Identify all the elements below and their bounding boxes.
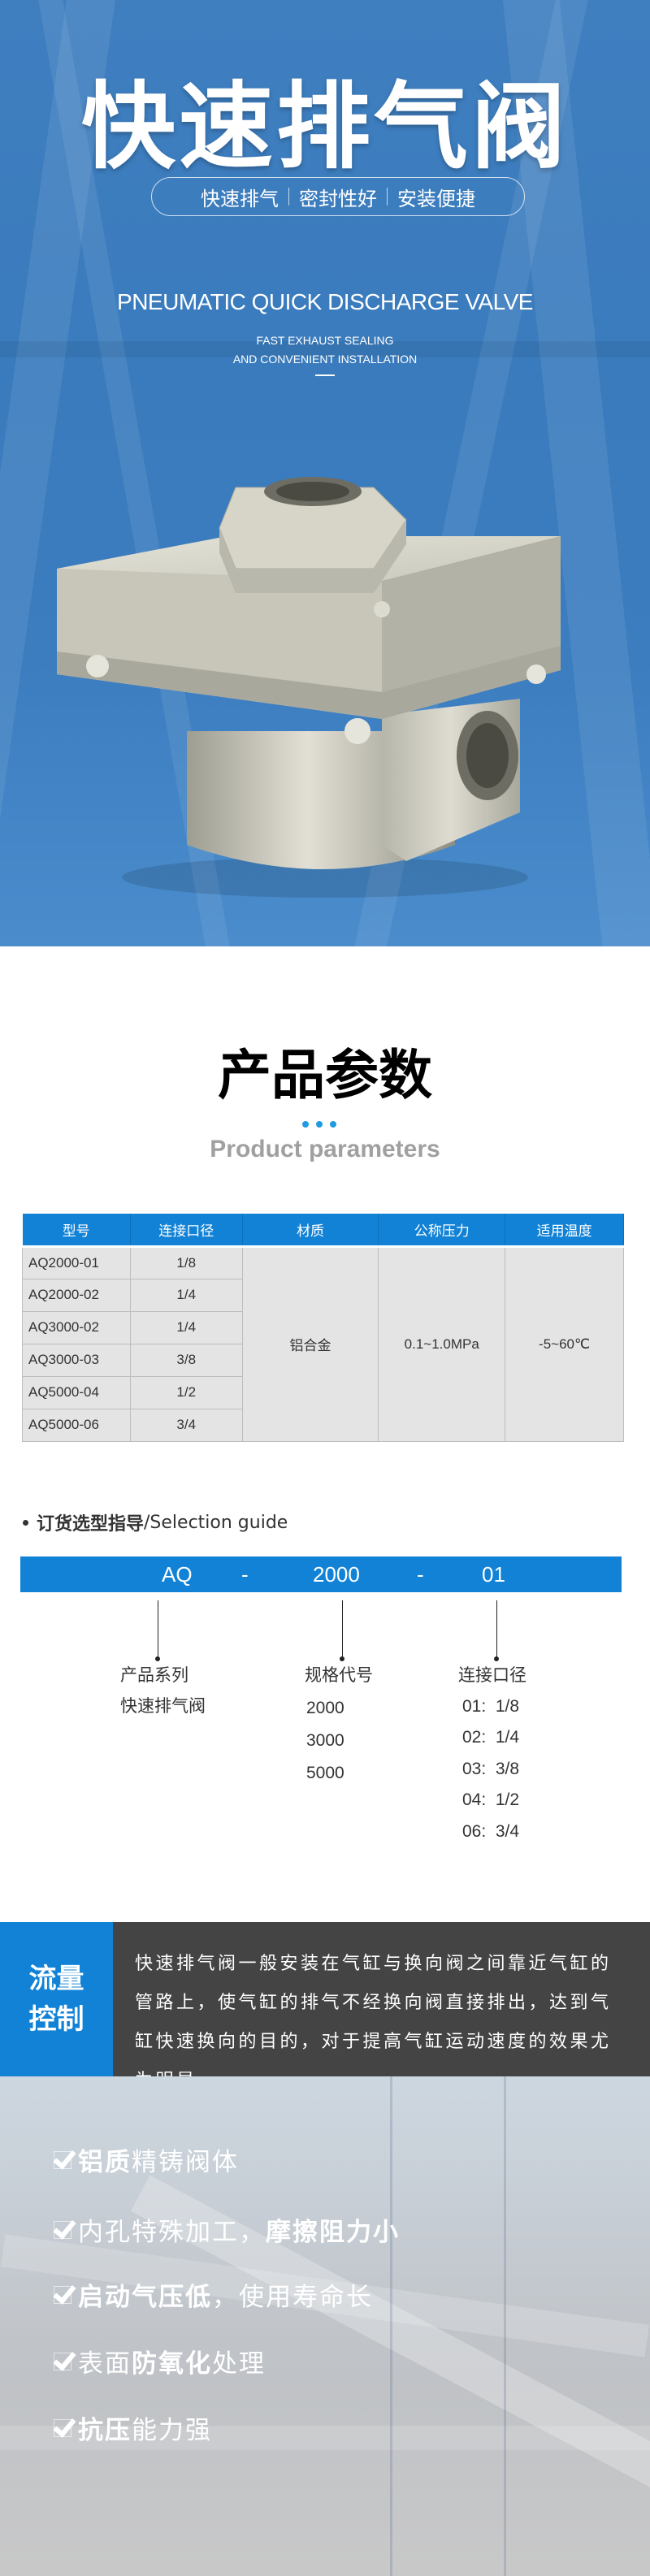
table-row: AQ2000-02 1/4 (22, 1278, 624, 1312)
port-value: 01: 1/8 (462, 1697, 520, 1716)
feature-bold: 启动气压低 (78, 2283, 212, 2312)
pointer-line (342, 1600, 343, 1659)
feature-text: 内孔特殊加工， (78, 2218, 266, 2247)
port-value: 04: 1/2 (462, 1790, 520, 1809)
feature-bold: 抗压 (78, 2416, 132, 2445)
cell-port: 1/4 (129, 1310, 243, 1344)
flow-control-tag: 流量 控制 (0, 1922, 113, 2076)
checkmark-icon (54, 2285, 72, 2304)
pointer-dot (340, 1656, 344, 1661)
spec-table: 型号 连接口径 材质 公称压力 适用温度 AQ2000-01 1/8 铝合金 0… (22, 1214, 624, 1442)
feature-tags: 快速排气 密封性好 安装便捷 (151, 177, 525, 216)
feature-text: ，使用寿命长 (212, 2283, 373, 2312)
flow-description: 快速排气阀一般安装在气缸与换向阀之间靠近气缸的管路上，使气缸的排气不经换向阀直接… (135, 1954, 612, 2091)
hero-english-title: PNEUMATIC QUICK DISCHARGE VALVE (117, 289, 533, 314)
feature-text: 处理 (212, 2349, 266, 2379)
cell-port: 3/4 (129, 1408, 243, 1442)
code-size: 2000 (313, 1562, 360, 1587)
code-dash: - (417, 1562, 424, 1587)
cell-model: AQ3000-03 (22, 1343, 131, 1377)
feature-item: 内孔特殊加工， 摩擦阻力小 (54, 2211, 400, 2248)
hero-sub-line-1: FAST EXHAUST SEALING (256, 334, 394, 347)
code-series: AQ (162, 1562, 193, 1587)
col-temperature: 适用温度 (505, 1214, 624, 1248)
tag-divider (387, 188, 388, 206)
flow-tag-line-1: 流量 (28, 1963, 84, 1995)
feature-item: 启动气压低 ，使用寿命长 (54, 2276, 373, 2313)
port-value: 03: 3/8 (462, 1760, 520, 1778)
cell-temperature: -5~60℃ (505, 1245, 624, 1442)
port-value: 02: 1/4 (462, 1728, 520, 1747)
checkmark-icon (54, 2150, 72, 2169)
valve-product-image (57, 477, 561, 898)
col-port: 连接口径 (130, 1214, 243, 1248)
feature-item: 表面 防氧化 处理 (54, 2343, 266, 2379)
selection-guide-heading: 订货选型指导 /Selection guide (23, 1509, 288, 1535)
checkmark-icon (54, 2418, 72, 2437)
flow-control-panel: 流量 控制 快速排气阀一般安装在气缸与换向阀之间靠近气缸的管路上，使气缸的排气不… (0, 1922, 650, 2091)
cell-port: 1/4 (129, 1278, 243, 1312)
cell-model: AQ2000-01 (22, 1245, 131, 1279)
hero-banner: 快速排气阀 快速排气 密封性好 安装便捷 PNEUMATIC QUICK DIS… (0, 0, 650, 946)
port-label: 连接口径 (458, 1666, 526, 1685)
cell-material: 铝合金 (241, 1245, 379, 1442)
code-port: 01 (482, 1562, 505, 1587)
feature-bold: 摩擦阻力小 (266, 2218, 400, 2247)
cell-port: 1/8 (129, 1245, 243, 1279)
table-header: 型号 连接口径 材质 公称压力 适用温度 (22, 1214, 624, 1248)
tag-sealing: 密封性好 (299, 187, 377, 210)
cell-port: 3/8 (129, 1343, 243, 1377)
table-row: AQ5000-06 3/4 (22, 1408, 624, 1442)
feature-item: 抗压 能力强 (54, 2409, 212, 2446)
code-dash: - (241, 1562, 249, 1587)
feature-bold: 铝质 (78, 2148, 132, 2177)
tag-fast-exhaust: 快速排气 (201, 187, 279, 210)
col-model: 型号 (22, 1214, 131, 1248)
model-code-bar: AQ - 2000 - 01 (20, 1556, 622, 1592)
size-value: 3000 (306, 1731, 344, 1750)
pointer-dot (155, 1656, 160, 1661)
size-label: 规格代号 (305, 1666, 373, 1685)
feature-text: 能力强 (132, 2416, 212, 2445)
cell-model: AQ2000-02 (22, 1278, 131, 1312)
params-title: 产品参数 (218, 1044, 432, 1106)
port-value: 06: 3/4 (462, 1822, 520, 1841)
features-panel: 铝质 精铸阀体 内孔特殊加工， 摩擦阻力小 启动气压低 ，使用寿命长 表面 防氧化 处理 … (0, 2076, 650, 2576)
col-material: 材质 (242, 1214, 379, 1248)
feature-text: 表面 (78, 2349, 132, 2379)
table-row: AQ3000-03 3/8 (22, 1343, 624, 1377)
pointer-line (496, 1600, 497, 1659)
series-value: 快速排气阀 (120, 1697, 206, 1716)
table-row: AQ3000-02 1/4 (22, 1310, 624, 1344)
series-label: 产品系列 (120, 1666, 188, 1685)
size-value: 5000 (306, 1764, 344, 1782)
checkmark-icon (54, 2352, 72, 2370)
table-row: AQ5000-04 1/2 (22, 1375, 624, 1409)
selection-heading-cn: 订货选型指导 (37, 1514, 145, 1535)
feature-item: 铝质 精铸阀体 (54, 2141, 239, 2178)
params-subtitle: Product parameters (210, 1136, 440, 1162)
feature-bold: 防氧化 (132, 2349, 212, 2379)
hero-sub-line-2: AND CONVENIENT INSTALLATION (232, 353, 418, 366)
cell-pressure: 0.1~1.0MPa (378, 1245, 506, 1442)
hero-title: 快速排气阀 (81, 72, 569, 182)
cell-model: AQ3000-02 (22, 1310, 131, 1344)
checkmark-icon (54, 2220, 72, 2239)
selection-heading-en: /Selection guide (144, 1512, 288, 1533)
hero-divider (315, 374, 335, 376)
flow-tag-line-2: 控制 (28, 2003, 84, 2036)
cell-model: AQ5000-06 (22, 1408, 131, 1442)
size-value: 2000 (306, 1699, 344, 1717)
feature-text: 精铸阀体 (132, 2148, 239, 2177)
tag-divider (288, 188, 289, 206)
pointer-dot (494, 1656, 499, 1661)
table-row: AQ2000-01 1/8 铝合金 0.1~1.0MPa -5~60℃ (22, 1245, 624, 1442)
decorative-dots (302, 1121, 336, 1128)
col-pressure: 公称压力 (378, 1214, 506, 1248)
cell-port: 1/2 (129, 1375, 243, 1409)
cell-model: AQ5000-04 (22, 1375, 131, 1409)
bullet-icon (23, 1519, 28, 1526)
tag-installation: 安装便捷 (397, 187, 475, 210)
